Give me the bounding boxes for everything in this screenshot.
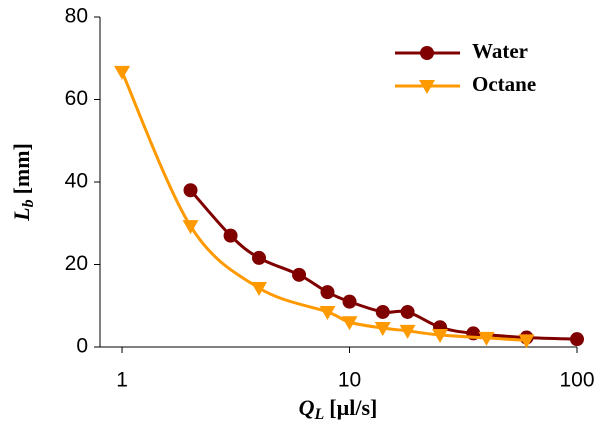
series-line bbox=[120, 71, 527, 342]
marker bbox=[223, 228, 238, 243]
y-axis-label: Lb [mm] bbox=[9, 143, 37, 222]
y-tick-label: 40 bbox=[65, 170, 88, 193]
marker bbox=[292, 267, 307, 282]
marker bbox=[518, 334, 535, 349]
marker bbox=[399, 324, 416, 339]
x-tick-label: 1 bbox=[116, 369, 128, 392]
marker bbox=[375, 304, 390, 319]
x-label-main: Q bbox=[299, 395, 315, 420]
marker bbox=[400, 304, 415, 319]
marker bbox=[341, 316, 358, 331]
y-tick-label: 0 bbox=[76, 335, 88, 358]
y-label-main: L bbox=[9, 207, 34, 221]
marker bbox=[182, 220, 199, 235]
y-tick-label: 80 bbox=[65, 5, 88, 28]
marker bbox=[432, 329, 449, 344]
marker bbox=[183, 183, 198, 198]
y-label-sub: b bbox=[20, 199, 37, 207]
marker bbox=[420, 46, 434, 60]
legend-label: Octane bbox=[472, 72, 536, 96]
marker bbox=[319, 305, 336, 320]
y-label-unit: [mm] bbox=[9, 143, 34, 194]
legend-label: Water bbox=[472, 39, 528, 63]
marker bbox=[251, 282, 267, 297]
marker bbox=[114, 65, 131, 80]
x-label-sub: L bbox=[313, 406, 324, 423]
marker bbox=[252, 250, 266, 265]
marker bbox=[478, 331, 495, 346]
marker bbox=[342, 294, 357, 309]
x-label-unit: [µl/s] bbox=[329, 395, 377, 420]
marker bbox=[419, 80, 435, 94]
x-axis-label: QL [µl/s] bbox=[299, 395, 378, 423]
marker bbox=[570, 332, 584, 347]
y-tick-label: 60 bbox=[65, 87, 88, 110]
y-tick-label: 20 bbox=[65, 252, 88, 275]
x-tick-label: 10 bbox=[338, 369, 361, 392]
marker bbox=[320, 285, 335, 300]
marker bbox=[374, 322, 391, 337]
x-tick-label: 100 bbox=[559, 369, 594, 392]
